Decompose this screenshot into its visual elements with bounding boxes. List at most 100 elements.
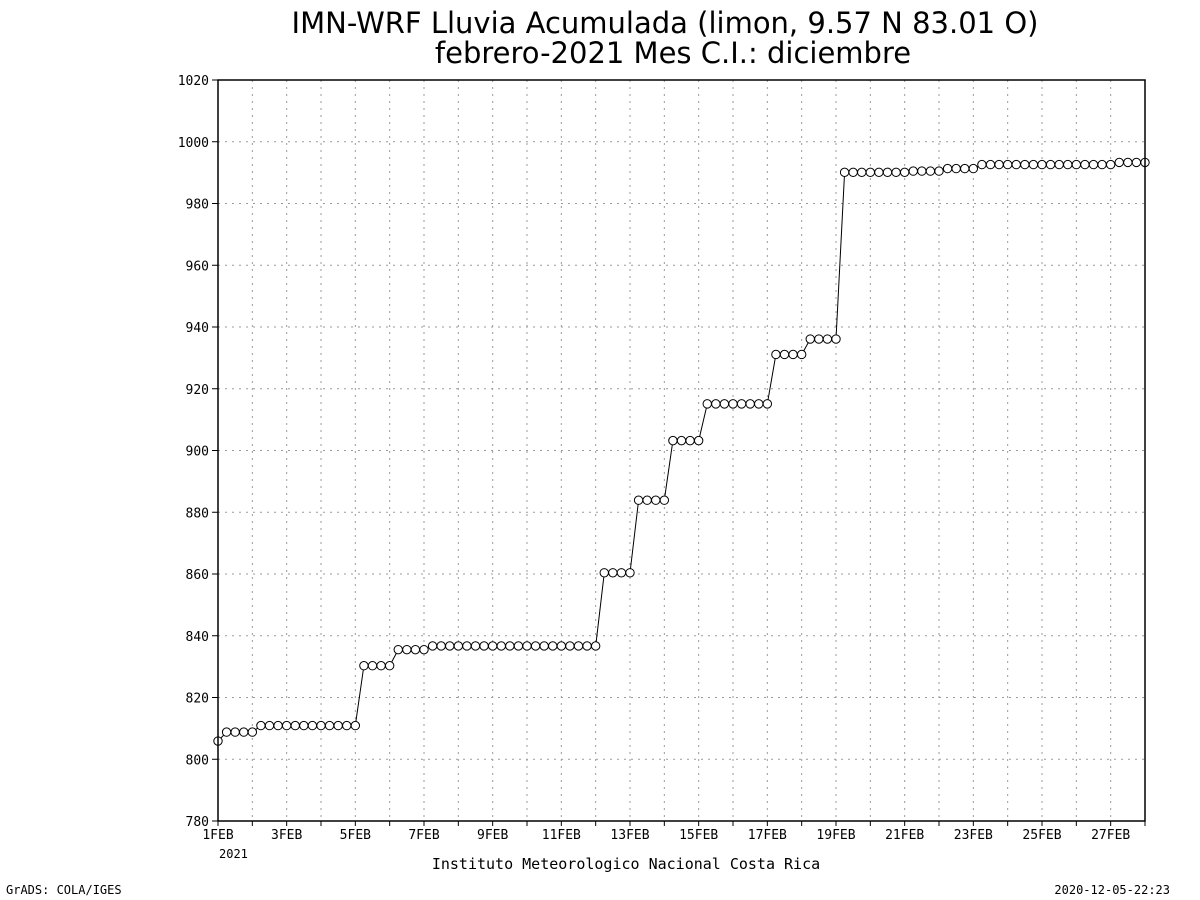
data-point-marker (290, 720, 300, 731)
data-point-marker (342, 720, 352, 731)
data-point-marker (736, 399, 747, 409)
data-point-marker (256, 720, 266, 731)
credit-label: Instituto Meteorologico Nacional Costa R… (432, 855, 820, 873)
data-point-marker (1037, 159, 1047, 170)
y-tick-label: 880 (186, 506, 209, 521)
y-tick-label: 940 (186, 321, 209, 336)
x-tick-label: 21FEB (885, 828, 924, 843)
data-point-marker (934, 166, 944, 176)
y-tick-label: 860 (186, 568, 209, 583)
data-point-marker (848, 167, 858, 178)
data-point-marker (822, 334, 833, 344)
data-point-marker (942, 163, 953, 174)
y-tick-label: 840 (186, 630, 209, 645)
data-point-marker (796, 349, 807, 360)
data-point-marker (384, 660, 395, 671)
data-point-marker (539, 641, 549, 651)
x-tick-label: 25FEB (1022, 828, 1061, 843)
data-point-marker (427, 641, 438, 651)
data-point-marker (908, 166, 918, 176)
data-point-marker (410, 644, 421, 655)
x-tick-label: 13FEB (610, 828, 649, 843)
data-point-marker (1131, 157, 1142, 168)
data-point-marker (1063, 159, 1073, 170)
x-tick-label: 5FEB (340, 828, 371, 843)
y-tick-label: 920 (186, 383, 209, 398)
data-point-marker (1045, 159, 1056, 170)
data-point-marker (264, 720, 275, 731)
data-point-marker (548, 641, 558, 651)
data-point-marker (299, 720, 309, 731)
x-axis-year-label: 2021 (219, 847, 248, 861)
data-point-marker (436, 641, 446, 651)
data-point-marker (1080, 159, 1090, 170)
data-point-marker (1011, 159, 1021, 170)
data-point-marker (711, 399, 721, 409)
data-point-marker (917, 166, 927, 176)
data-point-marker (453, 641, 464, 651)
data-point-marker (719, 399, 730, 409)
data-point-marker (419, 644, 429, 655)
data-point-marker (376, 660, 386, 671)
data-point-marker (1071, 159, 1082, 170)
data-point-marker (891, 167, 901, 178)
chart-subtitle: febrero-2021 Mes C.I.: diciembre (435, 36, 911, 70)
data-point-marker (616, 568, 627, 578)
y-tick-label: 800 (186, 753, 209, 768)
data-point-marker (350, 720, 361, 731)
data-point-marker (994, 159, 1004, 170)
data-point-marker (1097, 159, 1107, 170)
data-point-marker (1054, 159, 1064, 170)
x-tick-label: 17FEB (748, 828, 787, 843)
data-point-marker (762, 399, 773, 409)
y-tick-label: 1020 (178, 74, 209, 89)
series-line (217, 161, 1145, 742)
data-point-marker (857, 167, 867, 178)
data-point-marker (651, 495, 661, 505)
x-tick-label: 9FEB (477, 828, 508, 843)
y-tick-label: 960 (186, 259, 209, 274)
data-point-marker (676, 435, 687, 446)
data-point-marker (333, 720, 343, 731)
data-point-marker (899, 167, 910, 178)
data-point-marker (487, 641, 498, 651)
data-point-marker (530, 641, 541, 651)
data-point-marker (925, 166, 936, 176)
data-point-marker (402, 644, 412, 655)
data-point-marker (393, 644, 403, 655)
x-tick-label: 11FEB (542, 828, 581, 843)
data-point-marker (1114, 157, 1124, 168)
x-tick-label: 7FEB (408, 828, 439, 843)
data-point-marker (831, 334, 841, 344)
data-point-marker (608, 568, 618, 578)
data-point-marker (273, 720, 283, 731)
data-point-marker (496, 641, 506, 651)
x-tick-label: 19FEB (816, 828, 855, 843)
data-point-marker (445, 641, 455, 651)
data-point-marker (1105, 159, 1116, 170)
data-point-marker (565, 641, 575, 651)
data-point-marker (599, 568, 609, 578)
data-point-marker (462, 641, 472, 651)
data-point-marker (865, 167, 876, 178)
data-point-marker (633, 495, 644, 505)
data-point-marker (951, 163, 961, 174)
chart-title: IMN-WRF Lluvia Acumulada (limon, 9.57 N … (292, 6, 1039, 40)
data-point-marker (1123, 157, 1133, 168)
data-point-marker (513, 641, 524, 651)
series (213, 157, 1150, 746)
x-tick-label: 15FEB (679, 828, 718, 843)
data-point-marker (479, 641, 489, 651)
data-point-marker (702, 399, 712, 409)
data-point-marker (359, 660, 369, 671)
x-tick-label: 27FEB (1091, 828, 1130, 843)
data-point-marker (281, 720, 292, 731)
x-tick-label: 3FEB (271, 828, 302, 843)
data-point-marker (668, 435, 678, 446)
data-point-marker (754, 399, 764, 409)
data-point-marker (573, 641, 584, 651)
data-point-marker (693, 435, 704, 446)
data-point-marker (522, 641, 532, 651)
y-tick-label: 900 (186, 445, 209, 460)
